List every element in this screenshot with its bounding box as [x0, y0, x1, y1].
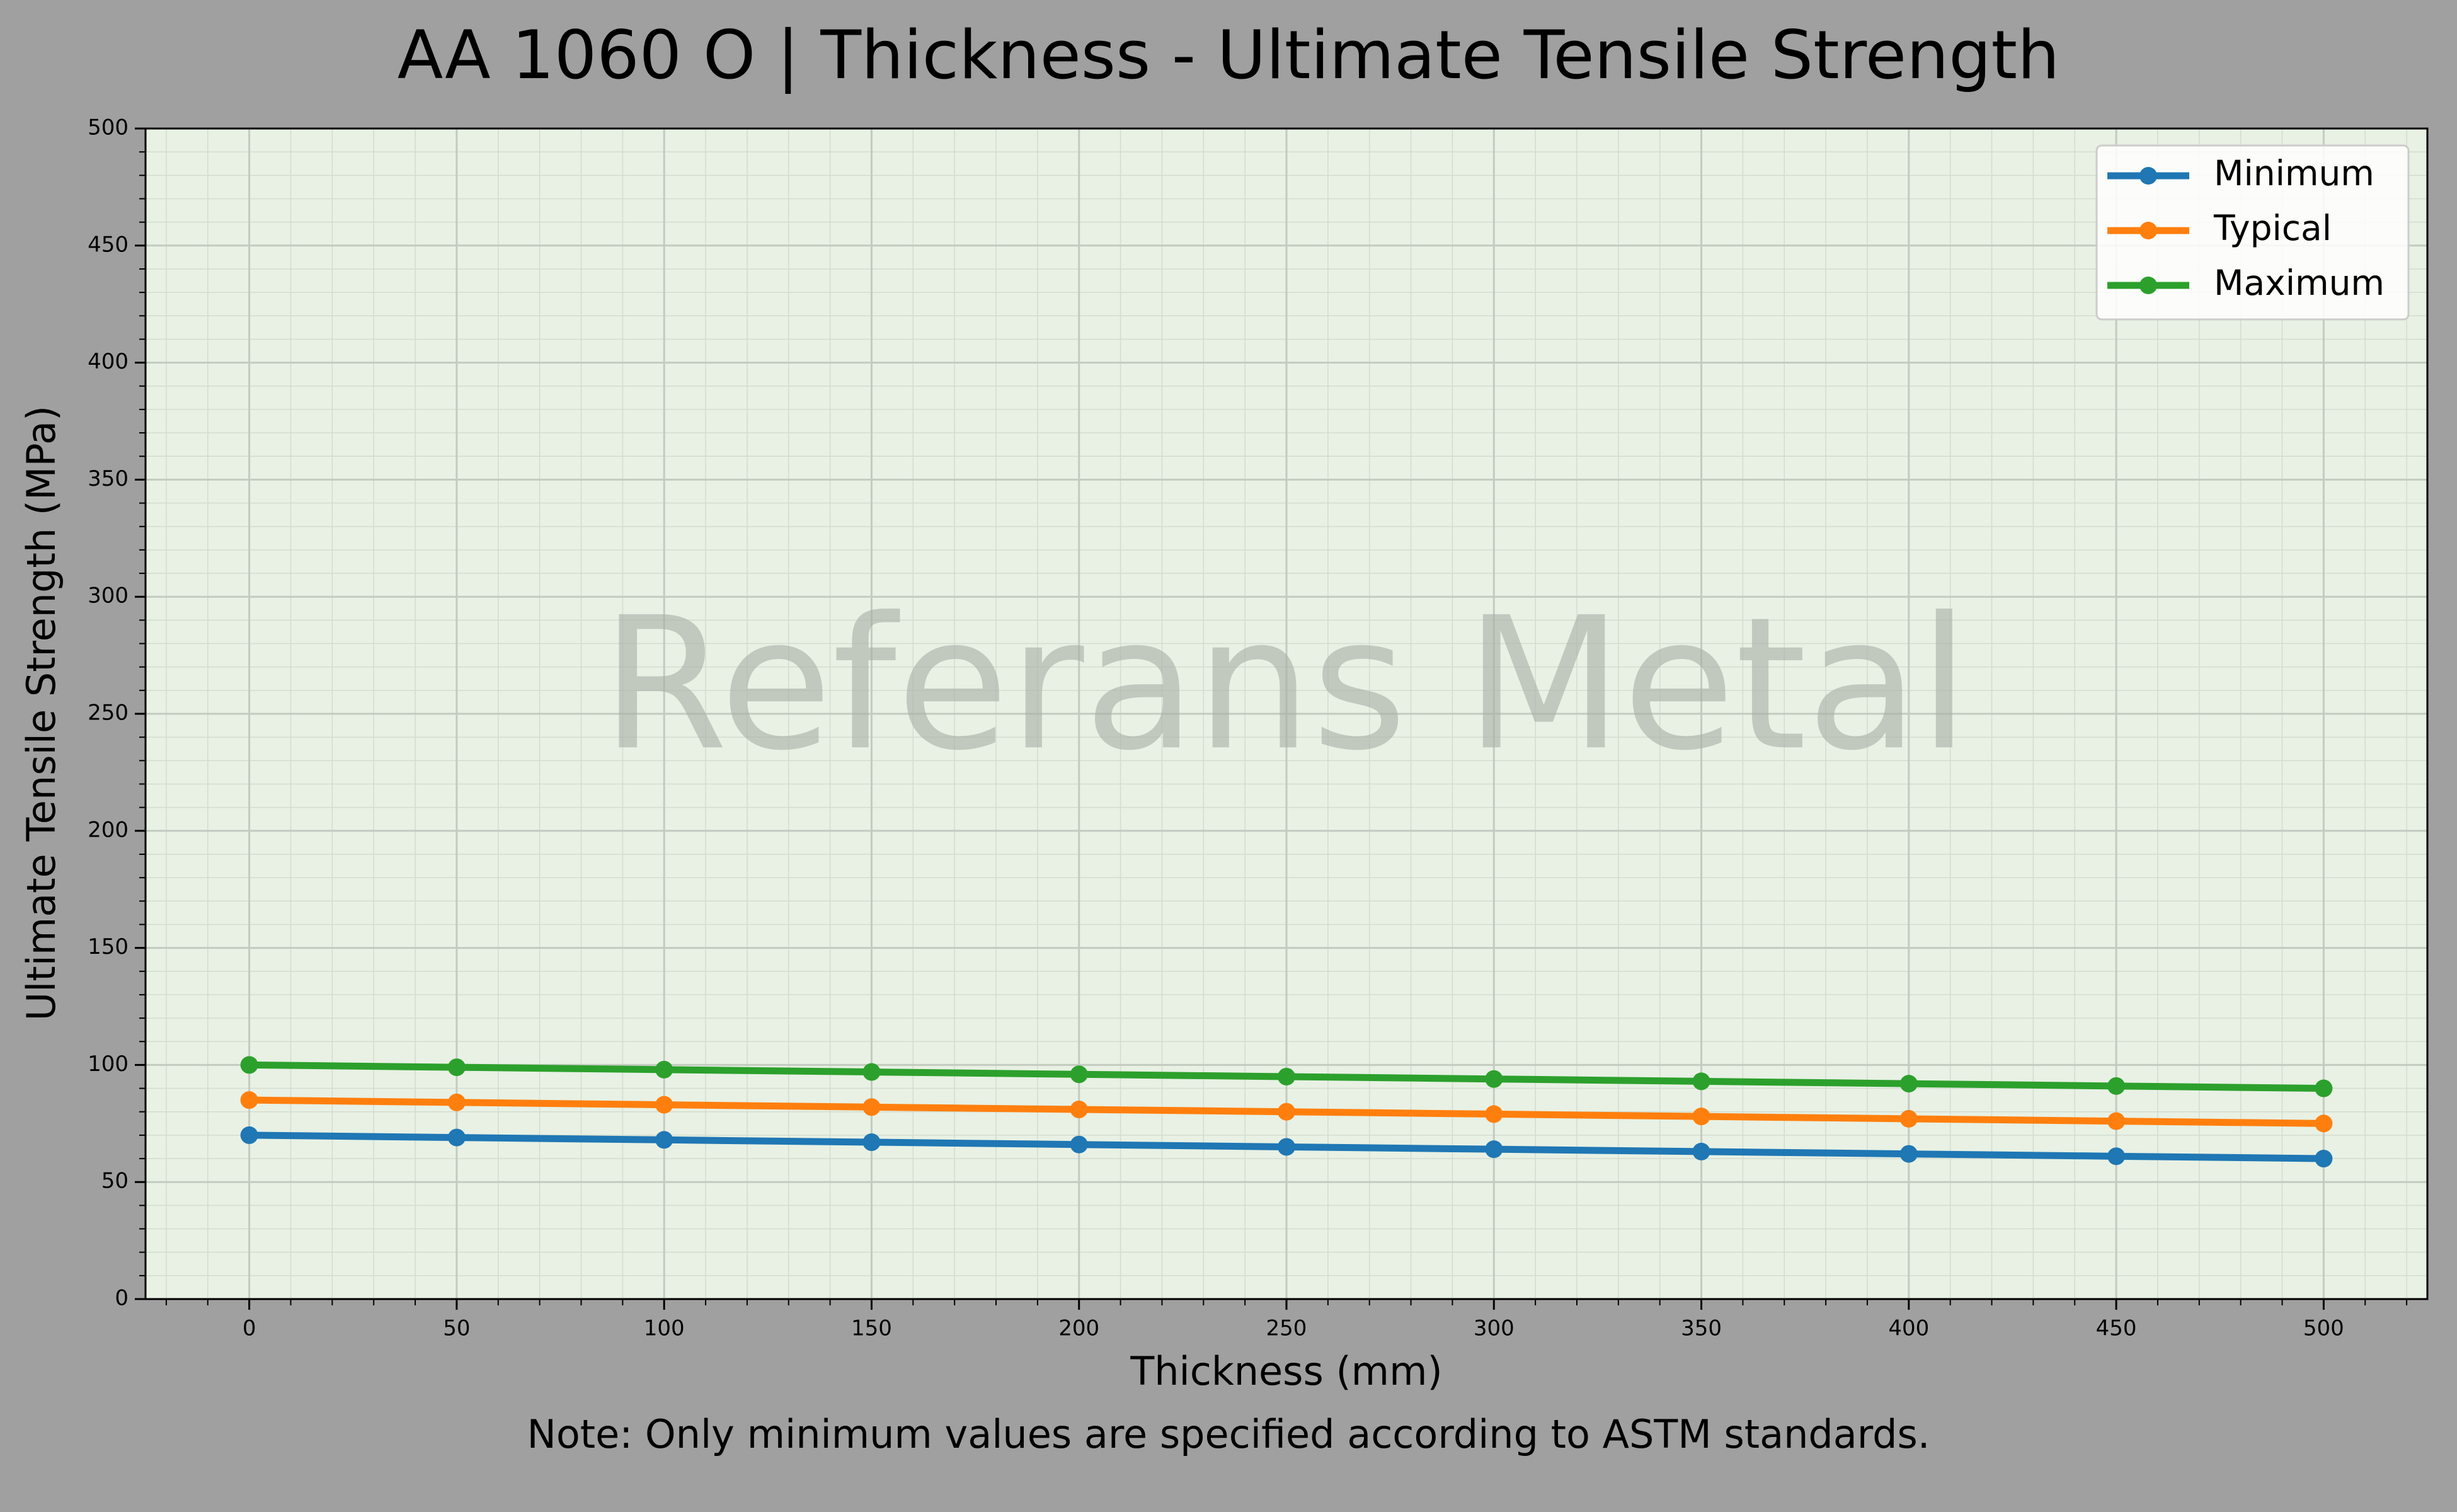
data-point [447, 1128, 466, 1147]
series-group [240, 1056, 2333, 1168]
x-tick-label: 300 [1474, 1316, 1515, 1341]
data-point [862, 1063, 881, 1081]
data-point [1485, 1105, 1503, 1123]
x-tick-label: 50 [443, 1316, 470, 1341]
watermark: Referans Metal [601, 578, 1969, 791]
x-tick-label: 450 [2096, 1316, 2137, 1341]
y-axis-label: Ultimate Tensile Strength (MPa) [18, 406, 64, 1021]
legend-label: Maximum [2214, 263, 2385, 303]
x-tick-label: 500 [2303, 1316, 2344, 1341]
x-tick-label: 150 [851, 1316, 892, 1341]
note: Note: Only minimum values are specified … [527, 1411, 1930, 1457]
y-tick-label: 100 [88, 1051, 129, 1077]
x-axis-label: Thickness (mm) [1130, 1348, 1442, 1394]
y-tick-label: 50 [101, 1169, 129, 1194]
x-tick-label: 400 [1888, 1316, 1929, 1341]
data-point [1692, 1108, 1710, 1126]
data-point [2315, 1150, 2333, 1168]
data-point [1070, 1065, 1088, 1084]
data-point [1278, 1102, 1295, 1121]
data-point [240, 1126, 258, 1144]
data-point [1278, 1138, 1295, 1156]
x-tick-label: 350 [1681, 1316, 1722, 1341]
y-tick-label: 350 [88, 466, 129, 491]
y-tick-label: 400 [88, 349, 129, 374]
x-tick-label: 250 [1266, 1316, 1307, 1341]
data-point [1485, 1070, 1503, 1088]
data-point [1692, 1072, 1710, 1091]
data-point [447, 1058, 466, 1077]
legend-box [2095, 144, 2410, 321]
data-point [240, 1056, 258, 1074]
data-point [655, 1060, 673, 1079]
data-point [1485, 1140, 1503, 1159]
data-point [655, 1096, 673, 1114]
data-point [862, 1133, 881, 1152]
y-tick-label: 200 [88, 817, 129, 842]
data-point [240, 1091, 258, 1109]
data-point [1899, 1145, 1918, 1163]
legend: Minimum Typical Maximum [2095, 144, 2410, 321]
data-point [1692, 1142, 1710, 1160]
data-point [2107, 1077, 2126, 1095]
legend-marker [2139, 167, 2157, 185]
y-tick-label: 250 [88, 701, 129, 726]
data-point [1899, 1075, 1918, 1093]
y-tick-label: 450 [88, 232, 129, 257]
legend-label: Minimum [2214, 153, 2374, 193]
data-point [1899, 1109, 1918, 1128]
data-point [2315, 1114, 2333, 1133]
x-tick-label: 200 [1058, 1316, 1099, 1341]
chart-title: AA 1060 O | Thickness - Ultimate Tensile… [398, 16, 2060, 94]
data-point [2107, 1112, 2126, 1130]
y-tick-label: 0 [115, 1286, 129, 1311]
data-point [1070, 1135, 1088, 1154]
axes: 0 50 100 150 200 250 300 350 400 450 500 0 50 100 150 2… [88, 115, 2408, 1341]
data-point [862, 1098, 881, 1116]
x-tick-label: 0 [243, 1316, 256, 1341]
x-tick-label: 100 [644, 1316, 685, 1341]
data-point [1070, 1101, 1088, 1119]
data-point [2107, 1147, 2126, 1166]
data-point [655, 1131, 673, 1149]
data-point [2315, 1079, 2333, 1097]
data-point [1278, 1067, 1295, 1085]
y-tick-label: 500 [88, 115, 129, 140]
y-tick-label: 300 [88, 583, 129, 609]
y-tick-label: 150 [88, 934, 129, 959]
legend-marker [2139, 222, 2157, 239]
legend-label: Typical [2213, 208, 2332, 248]
legend-marker [2139, 277, 2157, 294]
data-point [447, 1093, 466, 1111]
